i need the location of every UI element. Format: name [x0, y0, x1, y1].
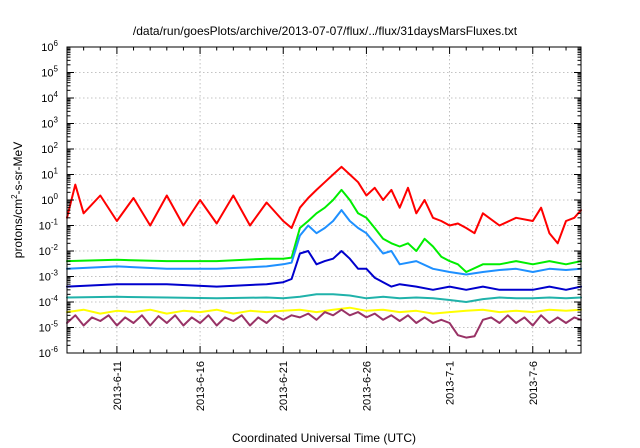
y-tick-label-base: 10 — [41, 170, 53, 182]
x-tick-labels: 2013-6-11 2013-6-16 2013-6-21 2013-6-26 2013… — [112, 361, 540, 411]
y-tick-label-exponent: -6 — [51, 345, 59, 354]
x-tick-label: 2013-7-6 — [528, 361, 540, 405]
y-tick-label-base: 10 — [39, 221, 51, 233]
series-line-6 — [66, 306, 582, 315]
x-tick-label: 2013-6-16 — [195, 361, 207, 411]
y-tick-label-base: 10 — [41, 68, 53, 80]
series-line-5 — [66, 293, 582, 303]
y-tick-label-exponent: -2 — [51, 243, 59, 252]
y-tick-label-exponent: 2 — [54, 141, 59, 150]
chart-title: /data/run/goesPlots/archive/2013-07-07/f… — [133, 24, 518, 38]
y-tick-label: 106 — [41, 39, 58, 54]
y-tick-label-exponent: 0 — [54, 192, 59, 201]
x-tick-label: 2013-6-11 — [112, 361, 124, 410]
y-tick-label: 10-1 — [39, 218, 59, 233]
x-tick-label: 2013-7-1 — [445, 361, 457, 405]
x-tick-label: 2013-6-26 — [361, 361, 373, 411]
series-line-2 — [66, 188, 582, 273]
y-tick-label-exponent: 1 — [54, 167, 59, 176]
y-tick-label: 103 — [41, 116, 58, 131]
y-tick-label-exponent: 5 — [54, 65, 59, 74]
y-tick-label: 102 — [41, 141, 58, 156]
y-axis-label-rest: -s-sr-MeV — [11, 142, 25, 195]
y-tick-label-exponent: 6 — [54, 39, 59, 48]
x-tick-label: 2013-6-21 — [278, 361, 290, 411]
y-axis-label: protons/cm2-s-sr-MeV — [10, 142, 25, 258]
y-tick-label: 10-5 — [39, 320, 59, 335]
y-tick-label-base: 10 — [41, 195, 53, 207]
y-tick-label: 104 — [41, 90, 58, 105]
y-tick-label-base: 10 — [39, 272, 51, 284]
y-tick-label-exponent: -4 — [51, 294, 59, 303]
y-tick-label: 101 — [41, 167, 58, 182]
y-tick-label-exponent: 4 — [54, 90, 59, 99]
y-tick-label-base: 10 — [39, 246, 51, 258]
y-tick-label-base: 10 — [39, 297, 51, 309]
y-tick-label: 10-3 — [39, 269, 59, 284]
y-axis-label-superscript: 2 — [10, 194, 19, 199]
series-line-7 — [66, 308, 582, 339]
axis-ticks — [66, 46, 581, 354]
y-tick-label-exponent: -3 — [51, 269, 59, 278]
y-tick-label: 10-6 — [39, 345, 59, 360]
y-tick-label-base: 10 — [41, 42, 53, 54]
y-tick-label-base: 10 — [41, 119, 53, 131]
y-tick-label: 10-2 — [39, 243, 59, 258]
y-tick-labels: 10-610-510-410-310-210-11001011021031041… — [39, 39, 59, 360]
y-tick-label-base: 10 — [41, 144, 53, 156]
y-tick-label-base: 10 — [39, 348, 51, 360]
series-line-3 — [66, 209, 582, 276]
y-tick-label-base: 10 — [41, 93, 53, 105]
y-tick-label-exponent: -1 — [51, 218, 59, 227]
y-axis-label-main: protons/cm — [11, 199, 25, 258]
y-tick-label: 10-4 — [39, 294, 59, 309]
y-tick-label: 100 — [41, 192, 58, 207]
y-tick-label-exponent: -5 — [51, 320, 59, 329]
series-layer — [66, 165, 582, 339]
grid — [67, 47, 581, 353]
series-line-1 — [66, 165, 582, 245]
y-tick-label: 105 — [41, 65, 58, 80]
x-axis-label: Coordinated Universal Time (UTC) — [232, 431, 416, 445]
series-line-4 — [66, 250, 582, 291]
y-tick-label-base: 10 — [39, 323, 51, 335]
y-tick-label-exponent: 3 — [54, 116, 59, 125]
